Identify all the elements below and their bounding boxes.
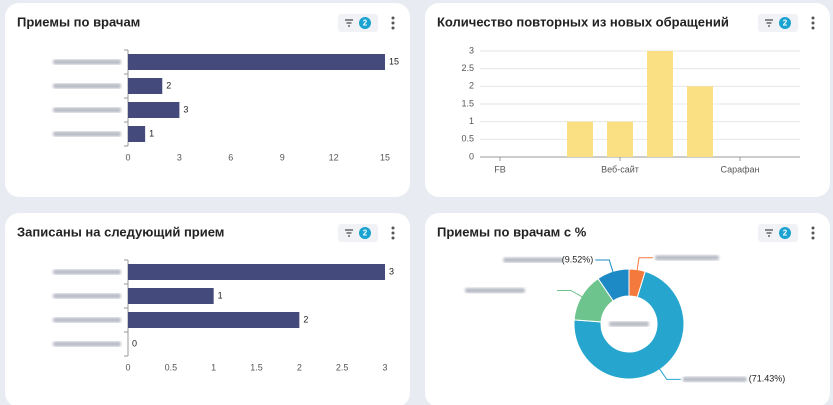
- bar: [687, 86, 713, 157]
- menu-dot[interactable]: [811, 21, 815, 25]
- bar: [128, 78, 163, 94]
- x-tick-label: Веб-сайт: [601, 164, 639, 174]
- blurred-label: [53, 341, 121, 347]
- blurred-label: [53, 83, 121, 89]
- data-label: 1: [149, 128, 154, 138]
- y-tick-label: 0: [469, 151, 474, 161]
- menu-dot[interactable]: [811, 26, 815, 30]
- blurred-label: [464, 287, 525, 293]
- data-label: 15: [389, 56, 399, 66]
- filter-count: 2: [363, 19, 368, 28]
- x-tick-label: 0: [125, 152, 130, 162]
- blurred-label: [53, 317, 121, 323]
- filter-count: 2: [363, 229, 368, 238]
- x-tick-label: 1: [211, 362, 216, 372]
- y-tick-label: 2.5: [461, 63, 474, 73]
- y-tick-label: 0.5: [461, 134, 474, 144]
- blurred-label: [53, 269, 121, 275]
- menu-dot[interactable]: [391, 16, 395, 20]
- data-label: 2: [166, 80, 171, 90]
- blurred-label: [53, 131, 121, 137]
- filter-button[interactable]: [758, 224, 798, 242]
- menu-dot[interactable]: [391, 236, 395, 240]
- pie-slice: [573, 270, 685, 380]
- data-label: (9.52%): [562, 254, 594, 264]
- bar: [128, 288, 214, 304]
- menu-dot[interactable]: [811, 226, 815, 230]
- x-tick-label: 6: [228, 152, 233, 162]
- bar: [128, 54, 385, 70]
- bar: [128, 264, 385, 280]
- x-tick-label: 0.5: [165, 362, 178, 372]
- menu-dot[interactable]: [391, 231, 395, 235]
- x-tick-label: 2: [297, 362, 302, 372]
- card-title: Записаны на следующий прием: [17, 224, 224, 239]
- filter-count: 2: [783, 19, 788, 28]
- card: [5, 213, 410, 405]
- leader-line: [636, 257, 653, 273]
- filter-button[interactable]: [758, 14, 798, 32]
- data-label: 2: [303, 314, 308, 324]
- data-label: 1: [218, 290, 223, 300]
- x-tick-label: 15: [380, 152, 390, 162]
- x-tick-label: FB: [494, 164, 506, 174]
- blurred-label: [53, 107, 121, 113]
- y-tick-label: 2: [469, 81, 474, 91]
- blurred-label: [654, 255, 719, 261]
- data-label: 3: [183, 104, 188, 114]
- x-tick-label: 12: [329, 152, 339, 162]
- x-tick-label: 3: [177, 152, 182, 162]
- menu-dot[interactable]: [811, 16, 815, 20]
- bar: [647, 51, 673, 157]
- blurred-label: [682, 376, 747, 382]
- card: [5, 3, 410, 197]
- card-title: Приемы по врачам с %: [437, 224, 587, 239]
- bar: [607, 121, 633, 157]
- x-tick-label: 1.5: [250, 362, 263, 372]
- bar: [128, 102, 180, 118]
- bar: [128, 312, 300, 328]
- menu-dot[interactable]: [391, 226, 395, 230]
- menu-dot[interactable]: [391, 26, 395, 30]
- leader-line: [556, 289, 585, 299]
- leader-line: [595, 259, 615, 275]
- x-tick-label: 3: [382, 362, 387, 372]
- data-label: 3: [389, 266, 394, 276]
- blurred-label: [53, 293, 121, 299]
- filter-button[interactable]: [338, 224, 378, 242]
- filter-badge: [359, 227, 371, 239]
- menu-dot[interactable]: [391, 21, 395, 25]
- card-title: Приемы по врачам: [17, 14, 140, 29]
- filter-button[interactable]: [338, 14, 378, 32]
- y-tick-label: 1: [469, 116, 474, 126]
- data-label: 0: [132, 338, 137, 348]
- bar: [128, 126, 146, 142]
- blurred-label: [503, 257, 564, 263]
- x-tick-label: 9: [280, 152, 285, 162]
- y-tick-label: 1.5: [461, 98, 474, 108]
- pie-slice: [628, 268, 646, 298]
- bar: [567, 121, 593, 157]
- x-tick-label: 0: [125, 362, 130, 372]
- y-tick-label: 3: [469, 45, 474, 55]
- filter-count: 2: [783, 229, 788, 238]
- menu-dot[interactable]: [811, 236, 815, 240]
- leader-line: [657, 366, 681, 380]
- blurred-label: [609, 321, 649, 327]
- filter-badge: [779, 17, 791, 29]
- x-tick-label: 2.5: [336, 362, 349, 372]
- card-title: Количество повторных из новых обращений: [437, 14, 729, 29]
- x-tick-label: Сарафан: [721, 164, 760, 174]
- blurred-label: [53, 59, 121, 65]
- menu-dot[interactable]: [811, 231, 815, 235]
- data-label: (71.43%): [749, 374, 786, 384]
- filter-badge: [359, 17, 371, 29]
- filter-badge: [779, 227, 791, 239]
